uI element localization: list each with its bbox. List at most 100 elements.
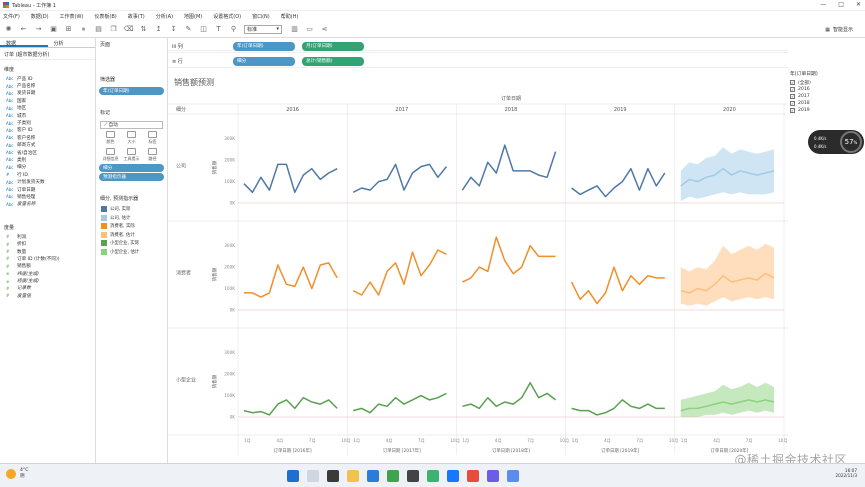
share-icon[interactable]: ⋖ [321,25,328,33]
menu-analysis[interactable]: 分析(A) [155,13,174,20]
forecast-band[interactable] [680,147,774,201]
legend-item[interactable]: 公司, 估计 [96,214,167,223]
rows-shelf[interactable]: ≡ 行 细分 总计(销售额) [168,55,788,68]
actual-series-line[interactable] [352,163,447,193]
menu-map[interactable]: 地图(M) [184,13,203,20]
legend-item[interactable]: 公司, 实际 [96,205,167,214]
pin-icon[interactable]: ⚲ [230,25,237,33]
size-button[interactable]: 大小 [121,131,142,145]
dimension-field[interactable]: Abc 产品名称 [0,82,95,90]
pause-icon[interactable]: ⏸ [81,24,86,33]
sort-desc-icon[interactable]: ↧ [170,25,177,33]
minimize-button[interactable]: — [820,1,827,8]
dimension-field[interactable]: Abc 客户 ID [0,127,95,134]
actual-series-line[interactable] [352,249,447,296]
checkbox-icon[interactable]: ✓ [790,101,795,106]
dimension-field[interactable]: Abc 类别 [0,156,95,163]
tableau-home-icon[interactable]: ✺ [5,25,12,33]
columns-pill-month[interactable]: 月(订单日期) [302,41,364,51]
filter-checkbox-item[interactable]: ✓ 2019 [790,107,865,114]
redo-icon[interactable]: → [35,25,42,33]
marks-type-select[interactable]: ⟋ 自动 [100,121,163,129]
menu-story[interactable]: 故事(T) [127,13,145,20]
forecast-band[interactable] [680,243,774,306]
fit-select[interactable]: 标准 ▾ [244,24,282,34]
menu-dashboard[interactable]: 仪表板(B) [94,13,117,20]
filter-checkbox-item[interactable]: ✓ 2017 [790,93,865,100]
legend-item[interactable]: 消费者, 实际 [96,222,167,231]
forecast-series-line[interactable] [680,399,775,412]
explorer-icon[interactable] [347,470,359,482]
actual-series-line[interactable] [462,236,556,283]
measure-field[interactable]: ⊕ 纬度(生成) [0,270,95,277]
maximize-button[interactable]: □ [838,1,844,8]
filter-checkbox-item[interactable]: ✓ (全部) [790,79,865,86]
dimension-field[interactable]: Abc 地区 [0,105,95,112]
tableau-task-icon[interactable] [507,470,519,482]
swap-icon[interactable]: ⇅ [140,25,147,33]
edge-icon[interactable] [367,470,379,482]
measure-field[interactable]: # 折扣 [0,240,95,248]
dimension-field[interactable]: Abc 省/自治区 [0,149,95,156]
clear-icon[interactable]: ⌫ [123,25,134,33]
dimension-field[interactable]: Abc 客户名称 [0,134,95,141]
color-button[interactable]: 颜色 [100,131,121,145]
dimension-field[interactable]: Abc 订单日期 [0,186,95,193]
actual-series-line[interactable] [243,396,338,416]
pages-drop-area[interactable] [96,51,167,73]
filter-checkbox-item[interactable]: ✓ 2016 [790,86,865,93]
menu-help[interactable]: 帮助(H) [280,13,299,20]
label-button[interactable]: 标签 [142,131,163,145]
checkbox-icon[interactable]: ✓ [790,87,795,92]
actual-series-line[interactable] [571,399,665,416]
duplicate-icon[interactable]: ❐ [110,25,117,33]
checkbox-icon[interactable]: ✓ [790,94,795,99]
show-cards-icon[interactable]: ▥ [291,25,298,33]
forecast-series-line[interactable] [680,272,775,294]
checkbox-icon[interactable]: ✓ [790,80,795,85]
undo-icon[interactable]: ← [20,25,27,33]
tab-analytics[interactable]: 分析 [53,41,64,47]
new-sheet-icon[interactable]: ▤ [95,25,102,33]
app-blue-icon[interactable] [447,470,459,482]
app-purple-icon[interactable] [487,470,499,482]
detail-button[interactable]: 详细信息 [100,148,121,162]
dimension-field[interactable]: Abc 度量名称 [0,201,95,208]
start-icon[interactable] [287,470,299,482]
dimension-field[interactable]: # 行 ID [0,171,95,178]
filter-checkbox-item[interactable]: ✓ 2018 [790,100,865,107]
path-button[interactable]: 路径 [142,148,163,162]
chrome-icon[interactable] [387,470,399,482]
legend-item[interactable]: 消费者, 估计 [96,231,167,240]
rows-pill-sales[interactable]: 总计(销售额) [302,56,364,66]
actual-series-line[interactable] [353,392,447,414]
forecast-band[interactable] [680,382,774,417]
label-icon[interactable]: T [216,25,221,33]
dimension-field[interactable]: Abc 产品 ID [0,75,95,82]
columns-shelf[interactable]: iii 列 年(订单日期) 月(订单日期) [168,40,788,53]
mark-pill-forecast[interactable]: 预测指示器 [99,173,164,181]
mark-pill-segment[interactable]: 细分 [99,164,164,172]
highlight-icon[interactable]: ✎ [185,25,192,33]
measure-field[interactable]: # 销售额 [0,263,95,270]
search-icon[interactable] [307,470,319,482]
terminal-icon[interactable] [407,470,419,482]
measure-field[interactable]: ⊕ 经度(生成) [0,277,95,285]
presentation-icon[interactable]: ▭ [306,25,313,33]
actual-series-line[interactable] [243,163,338,194]
measure-field[interactable]: # 记录数 [0,285,95,292]
actual-series-line[interactable] [244,262,338,298]
save-icon[interactable]: ▣ [50,25,57,33]
forecast-series-line[interactable] [680,167,775,187]
smart-show-button[interactable]: ▦ 智能显示 [825,26,853,34]
legend-item[interactable]: 小型企业, 估计 [96,248,167,257]
checkbox-icon[interactable]: ✓ [790,108,795,113]
dimension-field[interactable]: Abc 销售经理 [0,193,95,200]
actual-series-line[interactable] [462,381,557,410]
tab-data[interactable]: 数据 [0,38,48,47]
menu-file[interactable]: 文件(F) [3,13,20,20]
filter-pill[interactable]: 年(订单日期) [99,87,164,95]
menu-window[interactable]: 窗口(N) [252,13,270,20]
actual-series-line[interactable] [461,144,557,191]
